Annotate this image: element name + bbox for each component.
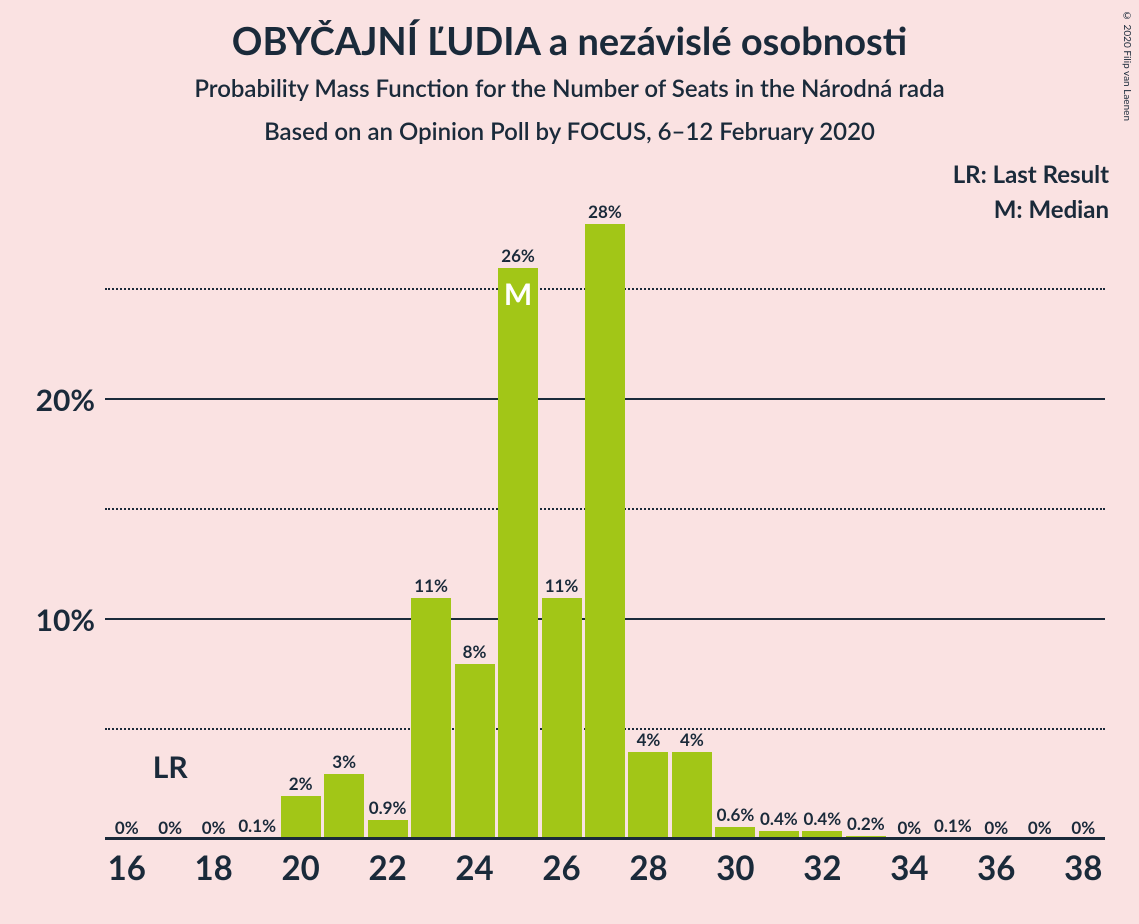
x-axis [105, 837, 1105, 840]
chart-subtitle-1: Probability Mass Function for the Number… [0, 74, 1139, 103]
bar-value-label: 11% [414, 575, 448, 598]
bar-value-label: 3% [332, 751, 356, 774]
chart-title: OBYČAJNÍ ĽUDIA a nezávislé osobnosti [0, 0, 1139, 64]
bar-value-label: 0.2% [847, 813, 885, 836]
x-axis-tick-label: 38 [1064, 848, 1102, 888]
bar-value-label: 0.9% [369, 797, 407, 820]
x-axis-tick-label: 22 [368, 848, 406, 888]
bar-value-label: 2% [289, 773, 313, 796]
bar: 11% [542, 598, 582, 840]
x-axis-tick-label: 16 [108, 848, 146, 888]
median-marker: M [504, 276, 532, 312]
bar-value-label: 0.1% [238, 815, 276, 838]
chart-area: 0%0%0%0.1%2%3%0.9%11%8%26%M11%28%4%4%0.6… [105, 180, 1105, 840]
y-axis-label: 20% [36, 382, 95, 418]
bar: 28% [585, 224, 625, 840]
x-axis-tick-label: 24 [455, 848, 493, 888]
x-axis-tick-label: 34 [890, 848, 928, 888]
bar: 4% [672, 752, 712, 840]
plot-region: 0%0%0%0.1%2%3%0.9%11%8%26%M11%28%4%4%0.6… [105, 180, 1105, 840]
x-axis-tick-label: 32 [803, 848, 841, 888]
bar-value-label: 0.1% [934, 815, 972, 838]
bar: 8% [455, 664, 495, 840]
x-axis-tick-label: 36 [977, 848, 1015, 888]
last-result-marker: LR [153, 749, 188, 785]
x-axis-labels: 16 18 20 22 24 26 28 30 32 34 36 38 [105, 848, 1105, 898]
bar-value-label: 8% [463, 641, 487, 664]
x-axis-tick-label: 18 [195, 848, 233, 888]
bar-value-label: 0.6% [717, 804, 755, 827]
bar: 3% [324, 774, 364, 840]
bar: 11% [411, 598, 451, 840]
x-axis-tick-label: 30 [716, 848, 754, 888]
bar-value-label: 11% [545, 575, 579, 598]
bar-value-label: 4% [637, 729, 661, 752]
bar: 26%M [498, 268, 538, 840]
x-axis-tick-label: 28 [629, 848, 667, 888]
bar: 4% [628, 752, 668, 840]
bar-value-label: 26% [501, 245, 535, 268]
chart-subtitle-2: Based on an Opinion Poll by FOCUS, 6–12 … [0, 117, 1139, 146]
bar: 2% [281, 796, 321, 840]
bar-value-label: 0.4% [760, 808, 798, 831]
copyright: © 2020 Filip van Laenen [1121, 10, 1133, 121]
bar-value-label: 28% [588, 201, 622, 224]
y-axis-label: 10% [36, 602, 95, 638]
bar-value-label: 0.4% [804, 808, 842, 831]
x-axis-tick-label: 20 [282, 848, 320, 888]
bars-container: 0%0%0%0.1%2%3%0.9%11%8%26%M11%28%4%4%0.6… [105, 180, 1105, 840]
bar-value-label: 4% [680, 729, 704, 752]
x-axis-tick-label: 26 [542, 848, 580, 888]
